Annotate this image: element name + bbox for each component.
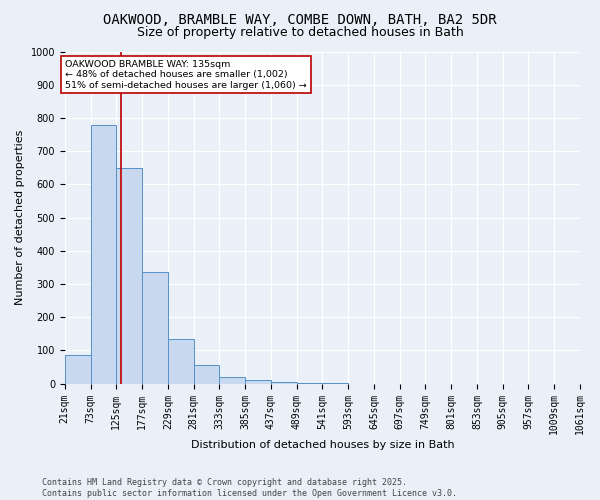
X-axis label: Distribution of detached houses by size in Bath: Distribution of detached houses by size … bbox=[191, 440, 454, 450]
Bar bbox=[116, 168, 142, 384]
Y-axis label: Number of detached properties: Number of detached properties bbox=[15, 130, 25, 305]
Bar bbox=[245, 380, 271, 384]
Text: Contains HM Land Registry data © Crown copyright and database right 2025.
Contai: Contains HM Land Registry data © Crown c… bbox=[42, 478, 457, 498]
Bar bbox=[142, 272, 168, 384]
Text: Size of property relative to detached houses in Bath: Size of property relative to detached ho… bbox=[137, 26, 463, 39]
Bar bbox=[296, 383, 322, 384]
Bar bbox=[271, 382, 296, 384]
Bar bbox=[65, 356, 91, 384]
Bar bbox=[168, 339, 194, 384]
Bar bbox=[194, 366, 220, 384]
Text: OAKWOOD, BRAMBLE WAY, COMBE DOWN, BATH, BA2 5DR: OAKWOOD, BRAMBLE WAY, COMBE DOWN, BATH, … bbox=[103, 12, 497, 26]
Bar bbox=[220, 377, 245, 384]
Text: OAKWOOD BRAMBLE WAY: 135sqm
← 48% of detached houses are smaller (1,002)
51% of : OAKWOOD BRAMBLE WAY: 135sqm ← 48% of det… bbox=[65, 60, 307, 90]
Bar bbox=[91, 124, 116, 384]
